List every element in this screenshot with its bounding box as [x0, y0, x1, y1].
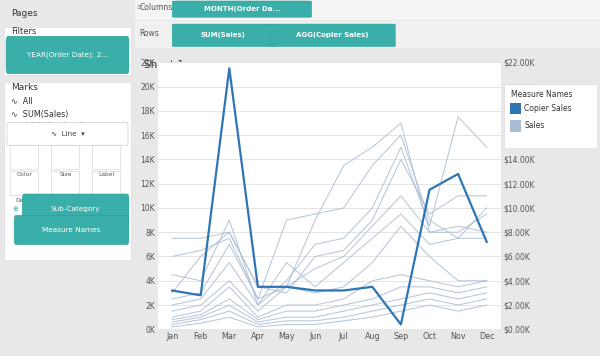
Text: Marks: Marks	[11, 83, 38, 91]
FancyBboxPatch shape	[52, 172, 80, 196]
Text: Sales: Sales	[524, 121, 545, 130]
FancyBboxPatch shape	[172, 24, 275, 47]
Text: Sheet 1: Sheet 1	[145, 61, 184, 70]
Text: Path: Path	[100, 198, 113, 203]
Text: ∿  AGG(Copier Sa...: ∿ AGG(Copier Sa...	[11, 122, 99, 131]
FancyBboxPatch shape	[52, 146, 80, 170]
FancyBboxPatch shape	[10, 172, 38, 196]
Text: AGG(Copier Sales): AGG(Copier Sales)	[296, 32, 369, 38]
FancyBboxPatch shape	[504, 84, 597, 148]
Text: Sub-Category: Sub-Category	[51, 206, 100, 211]
FancyBboxPatch shape	[509, 120, 521, 132]
FancyBboxPatch shape	[509, 103, 521, 114]
Text: SUM(Sales): SUM(Sales)	[201, 32, 246, 38]
FancyBboxPatch shape	[4, 82, 131, 260]
Text: ≡: ≡	[137, 4, 145, 10]
FancyBboxPatch shape	[92, 146, 121, 170]
Text: Measure Names: Measure Names	[43, 227, 101, 233]
FancyBboxPatch shape	[10, 146, 38, 170]
Bar	[135, 21, 600, 48]
Text: Filters: Filters	[11, 27, 36, 36]
FancyBboxPatch shape	[270, 24, 395, 47]
Text: Measure Names: Measure Names	[511, 90, 573, 99]
Text: Rows: Rows	[140, 29, 160, 38]
FancyBboxPatch shape	[172, 1, 312, 17]
Bar	[135, 0, 600, 20]
Text: Tooltip: Tooltip	[56, 198, 76, 203]
Text: ∿  Line  ▾: ∿ Line ▾	[50, 131, 85, 137]
FancyBboxPatch shape	[22, 194, 129, 223]
Text: Columns: Columns	[140, 3, 173, 12]
Text: ∿  All: ∿ All	[11, 97, 32, 106]
FancyBboxPatch shape	[6, 36, 129, 74]
Text: Pages: Pages	[11, 9, 37, 18]
Text: ∿  SUM(Sales): ∿ SUM(Sales)	[11, 110, 68, 119]
Text: ≡: ≡	[12, 225, 19, 235]
Text: MONTH(Order Da...: MONTH(Order Da...	[203, 6, 280, 12]
FancyBboxPatch shape	[92, 172, 121, 196]
FancyBboxPatch shape	[7, 122, 128, 145]
Text: Color: Color	[16, 172, 32, 177]
FancyBboxPatch shape	[14, 215, 129, 245]
Text: Copier Sales: Copier Sales	[524, 104, 572, 113]
Text: Size: Size	[59, 172, 71, 177]
Text: YEAR(Order Date): 2...: YEAR(Order Date): 2...	[27, 52, 108, 58]
Text: Label: Label	[98, 172, 115, 177]
FancyBboxPatch shape	[4, 27, 131, 75]
Text: ⊕: ⊕	[12, 206, 18, 211]
Text: Detail: Detail	[16, 198, 33, 203]
